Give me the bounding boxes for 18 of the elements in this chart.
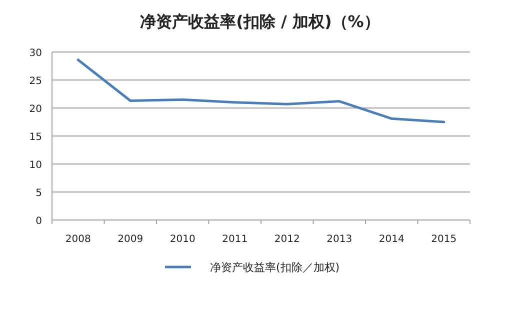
y-tick-label: 10 — [29, 160, 42, 171]
y-tick-label: 5 — [36, 188, 42, 199]
y-tick-label: 25 — [29, 76, 42, 87]
y-tick-label: 30 — [29, 48, 42, 59]
y-tick-label: 20 — [29, 104, 42, 115]
x-tick-label: 2009 — [118, 234, 144, 245]
line-series — [76, 58, 446, 124]
chart-title: 净资产收益率(扣除 / 加权)（%） — [140, 12, 380, 31]
legend-label: 净资产收益率(扣除／加权) — [210, 261, 340, 274]
x-tick-label: 2012 — [274, 234, 300, 245]
y-tick-label: 15 — [29, 132, 42, 143]
x-tick-label: 2008 — [65, 234, 91, 245]
x-tick-label: 2010 — [170, 234, 196, 245]
x-tick-label: 2015 — [431, 234, 457, 245]
x-tick-label: 2011 — [222, 234, 248, 245]
y-tick-label: 0 — [36, 216, 42, 227]
x-tick-label: 2013 — [326, 234, 352, 245]
x-tick-label: 2014 — [378, 234, 404, 245]
